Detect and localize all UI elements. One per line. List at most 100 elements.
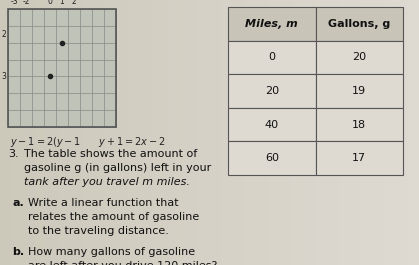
Text: -3: -3 xyxy=(10,0,18,6)
Bar xyxy=(87,0,88,265)
Bar xyxy=(298,0,299,265)
Bar xyxy=(158,0,159,265)
Bar xyxy=(325,0,326,265)
Bar xyxy=(167,0,168,265)
Bar xyxy=(324,0,325,265)
Bar xyxy=(228,41,316,74)
Bar xyxy=(155,0,156,265)
Text: Gallons, g: Gallons, g xyxy=(328,19,391,29)
Bar xyxy=(140,0,141,265)
Bar xyxy=(331,0,332,265)
Bar xyxy=(417,0,418,265)
Bar xyxy=(90,0,91,265)
Bar xyxy=(349,0,350,265)
Bar xyxy=(418,0,419,265)
Bar xyxy=(396,0,397,265)
Bar xyxy=(305,0,306,265)
Bar xyxy=(271,0,272,265)
Bar xyxy=(40,0,41,265)
Bar xyxy=(55,0,56,265)
Bar xyxy=(392,0,393,265)
Text: The table shows the amount of: The table shows the amount of xyxy=(24,149,197,159)
Bar xyxy=(255,0,256,265)
Bar xyxy=(382,0,383,265)
Bar xyxy=(279,0,280,265)
Bar xyxy=(245,0,246,265)
Bar xyxy=(378,0,379,265)
Bar xyxy=(287,0,288,265)
Bar xyxy=(9,0,10,265)
Bar xyxy=(286,0,287,265)
Bar xyxy=(372,0,373,265)
Bar xyxy=(124,0,125,265)
Bar xyxy=(106,0,107,265)
Bar xyxy=(391,0,392,265)
Bar xyxy=(25,0,26,265)
Bar xyxy=(390,0,391,265)
Text: 18: 18 xyxy=(352,120,366,130)
Text: 1: 1 xyxy=(48,0,52,1)
Bar xyxy=(311,0,312,265)
Bar xyxy=(62,0,63,265)
Bar xyxy=(36,0,37,265)
Text: to the traveling distance.: to the traveling distance. xyxy=(28,226,169,236)
Bar xyxy=(114,0,115,265)
Bar xyxy=(292,0,293,265)
Bar xyxy=(69,0,70,265)
Bar xyxy=(86,0,87,265)
Bar xyxy=(314,0,315,265)
Bar xyxy=(371,0,372,265)
Bar xyxy=(364,0,365,265)
Bar xyxy=(341,0,342,265)
Bar xyxy=(147,0,148,265)
Bar xyxy=(8,0,9,265)
Bar xyxy=(248,0,249,265)
Bar xyxy=(35,0,36,265)
Bar xyxy=(227,0,228,265)
Bar xyxy=(157,0,158,265)
Bar xyxy=(224,0,225,265)
Bar xyxy=(43,0,44,265)
Bar xyxy=(151,0,152,265)
Bar xyxy=(123,0,124,265)
Bar xyxy=(242,0,243,265)
Bar xyxy=(405,0,406,265)
Bar xyxy=(362,0,363,265)
Bar xyxy=(91,0,92,265)
Bar xyxy=(281,0,282,265)
Bar xyxy=(60,0,61,265)
Bar xyxy=(309,0,310,265)
Bar xyxy=(401,0,402,265)
Bar xyxy=(146,0,147,265)
Bar xyxy=(54,0,55,265)
Bar xyxy=(28,0,29,265)
Bar xyxy=(139,0,140,265)
Bar xyxy=(11,0,12,265)
Bar xyxy=(72,0,73,265)
Bar xyxy=(363,0,364,265)
Bar xyxy=(375,0,376,265)
Bar xyxy=(259,0,260,265)
Bar xyxy=(335,0,336,265)
Bar xyxy=(330,0,331,265)
Bar xyxy=(240,0,241,265)
Bar xyxy=(404,0,405,265)
Bar xyxy=(302,0,303,265)
Bar xyxy=(361,0,362,265)
Bar xyxy=(152,0,153,265)
Bar xyxy=(218,0,219,265)
Bar xyxy=(79,0,80,265)
Bar xyxy=(253,0,254,265)
Bar xyxy=(350,0,351,265)
Bar xyxy=(261,0,262,265)
Bar xyxy=(416,0,417,265)
Bar xyxy=(333,0,334,265)
Bar xyxy=(223,0,224,265)
Bar xyxy=(41,0,42,265)
Bar xyxy=(274,0,275,265)
Bar xyxy=(348,0,349,265)
Text: a.: a. xyxy=(12,198,24,208)
Bar xyxy=(267,0,268,265)
Text: 17: 17 xyxy=(352,153,366,163)
Bar xyxy=(116,0,117,265)
